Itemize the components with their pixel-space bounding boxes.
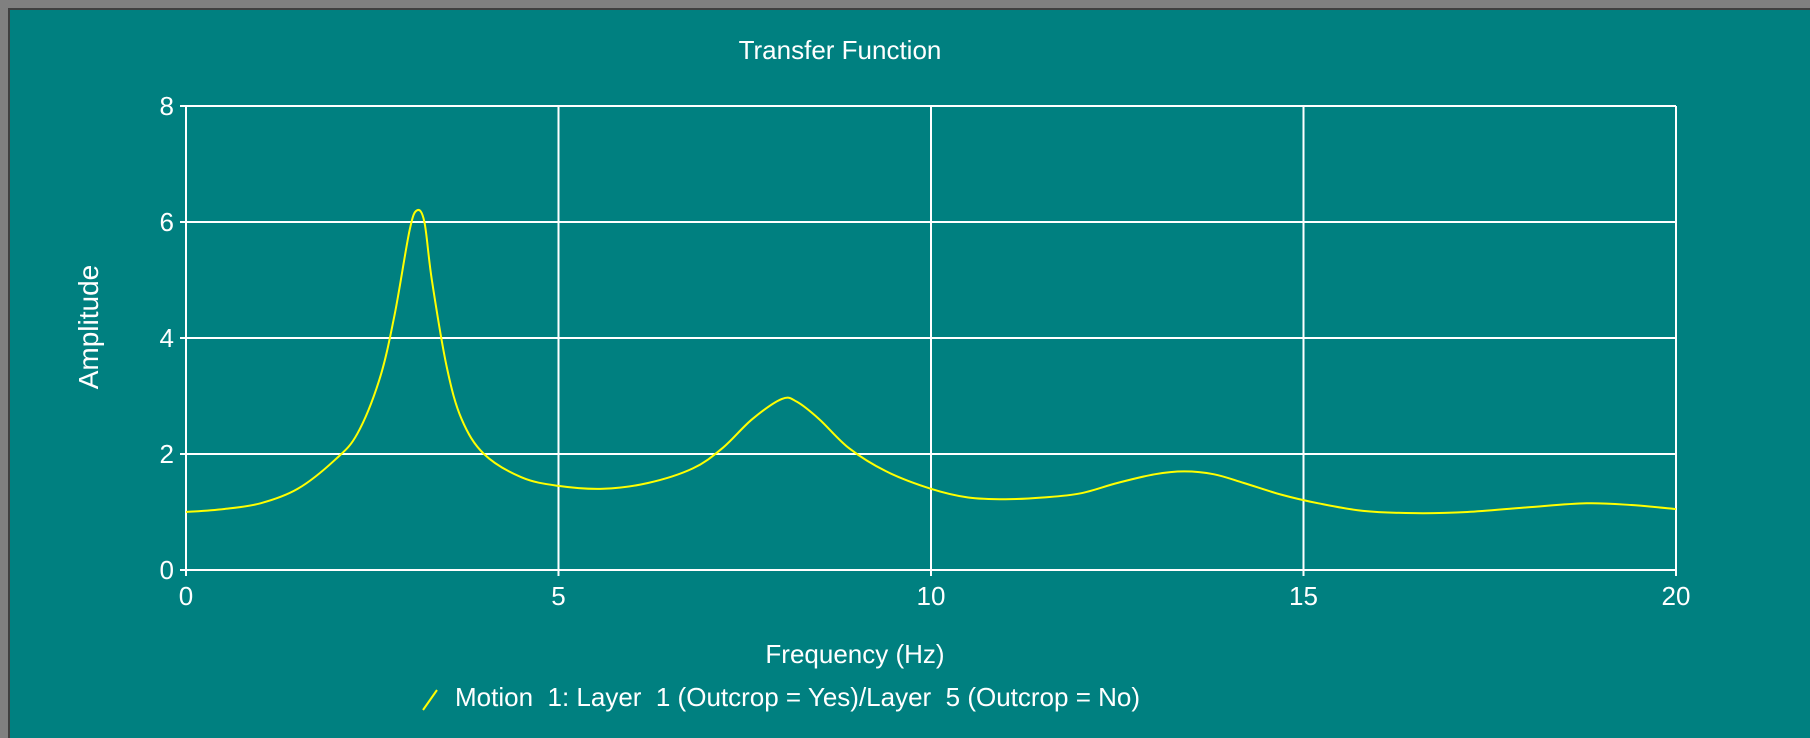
legend-swatch-0 [422, 689, 438, 711]
y-tick-label: 2 [160, 439, 174, 469]
grid [180, 105, 1677, 576]
x-tick-label: 5 [551, 581, 565, 611]
series-layer [185, 208, 1677, 515]
y-tick-label: 4 [160, 323, 174, 353]
legend: Motion 1: Layer 1 (Outcrop = Yes)/Layer … [422, 682, 1140, 712]
y-tick-label: 8 [160, 91, 174, 121]
x-tick-label: 15 [1289, 581, 1318, 611]
chart-panel [8, 8, 1810, 738]
tick-labels: 0 5 10 15 20 0 2 4 6 8 [160, 91, 1691, 611]
x-tick-label: 0 [179, 581, 193, 611]
x-tick-label: 20 [1662, 581, 1691, 611]
y-tick-label: 0 [160, 555, 174, 585]
x-axis-label: Frequency (Hz) [765, 639, 944, 669]
legend-label-0: Motion 1: Layer 1 (Outcrop = Yes)/Layer … [455, 682, 1140, 712]
series-line-0 [185, 208, 1677, 515]
y-axis-label: Amplitude [73, 265, 104, 390]
x-tick-label: 10 [917, 581, 946, 611]
y-tick-label: 6 [160, 207, 174, 237]
chart-title: Transfer Function [739, 35, 942, 65]
